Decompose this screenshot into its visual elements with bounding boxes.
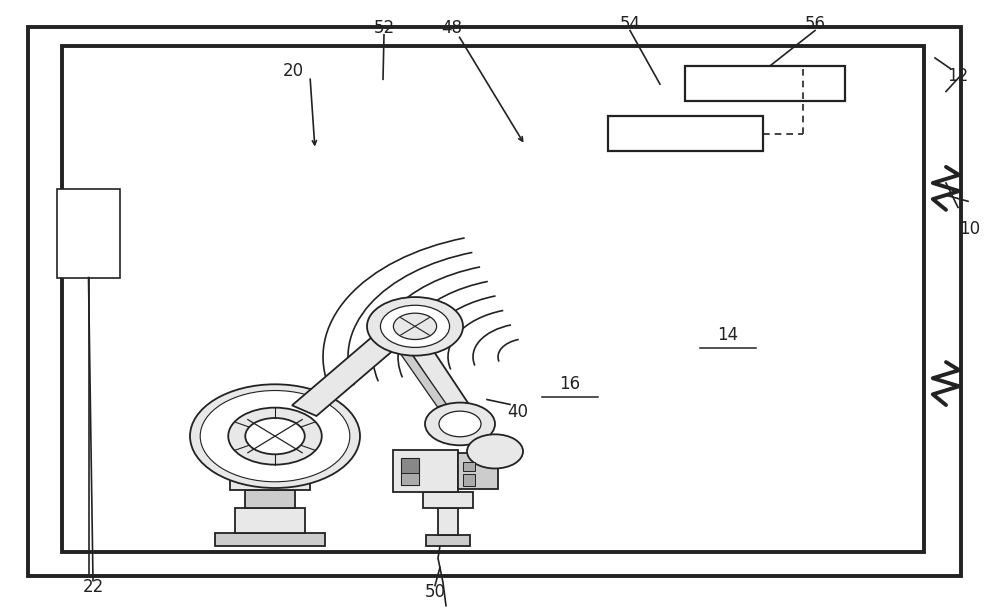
Circle shape (380, 305, 450, 348)
Text: 48: 48 (442, 19, 462, 37)
Bar (401, 458, 419, 485)
Text: 56: 56 (804, 15, 826, 34)
Bar (438, 508, 458, 535)
Circle shape (228, 407, 322, 465)
Bar (57, 189, 120, 278)
Circle shape (439, 411, 481, 437)
Text: 20: 20 (282, 62, 304, 80)
Text: 10: 10 (959, 220, 981, 238)
Bar (608, 116, 763, 151)
Circle shape (190, 384, 360, 488)
Bar (401, 473, 419, 485)
Circle shape (245, 418, 305, 454)
Bar (463, 474, 475, 486)
Polygon shape (292, 336, 397, 416)
Circle shape (393, 313, 437, 340)
Text: 54: 54 (620, 15, 640, 34)
Text: 50: 50 (424, 583, 446, 601)
Bar (235, 508, 305, 533)
Bar (215, 533, 325, 546)
Bar (393, 450, 458, 492)
Text: 14: 14 (717, 326, 739, 345)
Text: 16: 16 (559, 375, 581, 393)
Bar (245, 490, 295, 508)
Bar (463, 462, 475, 471)
Bar (685, 66, 845, 101)
Text: 40: 40 (508, 403, 528, 421)
Circle shape (425, 403, 495, 445)
Polygon shape (405, 339, 470, 411)
Bar (458, 453, 498, 489)
Bar (245, 451, 285, 467)
Polygon shape (453, 421, 497, 454)
Circle shape (367, 297, 463, 356)
Bar (230, 479, 310, 490)
Circle shape (200, 390, 350, 482)
Bar (62, 46, 924, 552)
Text: 52: 52 (373, 19, 395, 37)
Circle shape (467, 434, 523, 468)
Text: 12: 12 (947, 66, 969, 85)
Bar (426, 535, 470, 546)
Bar (235, 451, 290, 479)
Polygon shape (390, 337, 447, 407)
Text: 22: 22 (82, 578, 104, 596)
Bar (423, 492, 473, 508)
